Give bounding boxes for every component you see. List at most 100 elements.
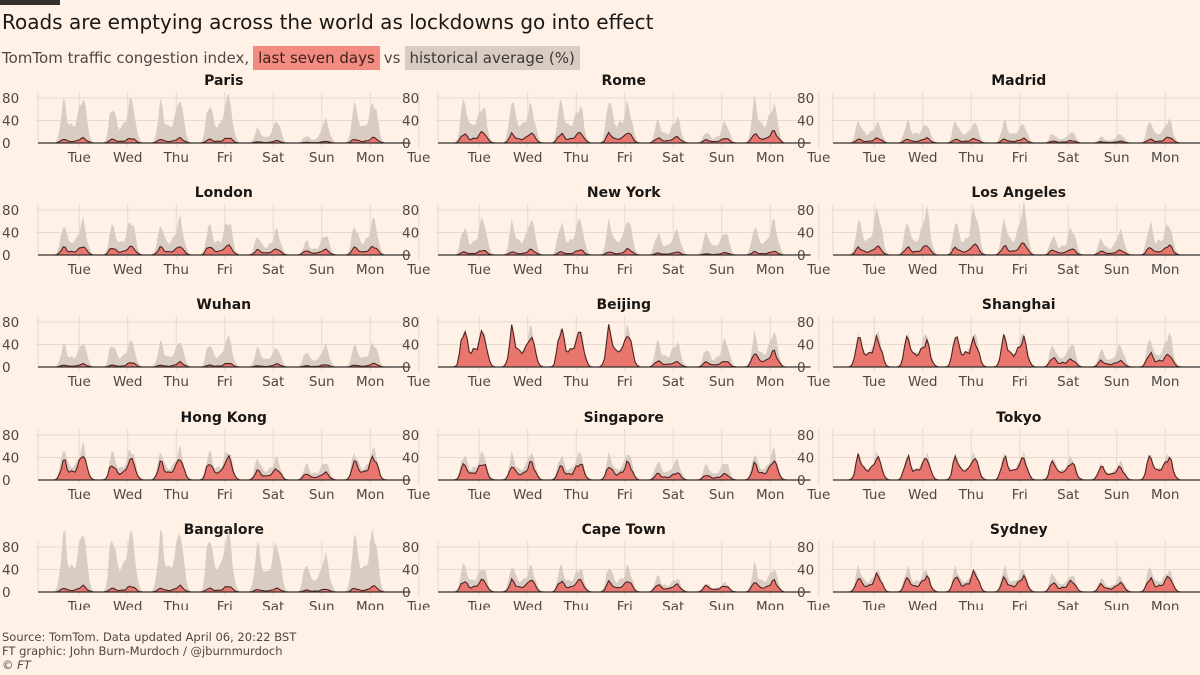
x-tick-label: Sat	[662, 150, 684, 166]
y-tick-label: 40	[797, 451, 814, 467]
x-tick-label: Tue	[67, 262, 91, 278]
historical-average-area	[47, 214, 387, 255]
y-tick-label: 80	[2, 203, 19, 219]
x-tick-label: Tue	[806, 599, 830, 610]
x-tick-label: Tue	[806, 150, 830, 166]
x-tick-label: Tue	[862, 599, 886, 610]
x-tick-label: Fri	[217, 374, 233, 390]
x-tick-label: Tue	[806, 262, 830, 278]
last-seven-days-area	[842, 137, 1182, 143]
y-tick-label: 0	[2, 360, 11, 376]
panel-title: Paris	[204, 73, 243, 89]
y-tick-label: 40	[2, 226, 19, 242]
x-tick-label: Tue	[806, 487, 830, 503]
y-tick-label: 0	[797, 136, 806, 152]
y-tick-label: 0	[402, 473, 411, 489]
x-tick-label: Fri	[217, 150, 233, 166]
panel-title: Rome	[602, 73, 646, 89]
x-tick-label: Fri	[617, 487, 633, 503]
y-tick-label: 0	[2, 248, 11, 264]
y-tick-label: 80	[2, 428, 19, 444]
x-tick-label: Wed	[113, 262, 142, 278]
x-tick-label: Sat	[262, 599, 284, 610]
historical-average-area	[447, 94, 787, 143]
x-tick-label: Tue	[467, 487, 491, 503]
x-tick-label: Thu	[958, 599, 984, 610]
chart-subtitle: TomTom traffic congestion index, last se…	[2, 46, 584, 70]
last-seven-days-area	[47, 244, 387, 255]
x-tick-label: Tue	[406, 487, 430, 503]
x-tick-label: Thu	[958, 262, 984, 278]
y-tick-label: 80	[2, 540, 19, 556]
y-tick-label: 40	[2, 338, 19, 354]
y-tick-label: 0	[797, 248, 806, 264]
panel-bangalore: Bangalore 0 40 80 Tue Wed Thu Fri Sat Sun Mon Tue	[2, 522, 430, 610]
x-tick-label: Mon	[356, 262, 384, 278]
y-tick-label: 0	[402, 585, 411, 601]
panel-title: Madrid	[991, 73, 1046, 89]
last-seven-days-area	[47, 137, 387, 143]
x-tick-label: Sat	[1057, 487, 1079, 503]
x-tick-label: Sun	[309, 374, 335, 390]
y-tick-label: 0	[2, 473, 11, 489]
x-tick-label: Tue	[406, 599, 430, 610]
x-tick-label: Thu	[163, 374, 189, 390]
panel-singapore: Singapore 0 40 80 Tue Wed Thu Fri Sat Sun Mon Tue	[402, 410, 830, 503]
historical-average-area	[447, 217, 787, 255]
x-tick-label: Mon	[1151, 150, 1179, 166]
y-tick-label: 80	[402, 91, 419, 107]
x-tick-label: Sat	[662, 487, 684, 503]
x-tick-label: Sat	[262, 374, 284, 390]
x-tick-label: Wed	[513, 374, 542, 390]
x-tick-label: Fri	[217, 599, 233, 610]
x-tick-label: Sun	[709, 599, 735, 610]
x-tick-label: Fri	[1012, 150, 1028, 166]
x-tick-label: Tue	[406, 262, 430, 278]
x-tick-label: Mon	[756, 487, 784, 503]
x-tick-label: Sun	[709, 487, 735, 503]
x-tick-label: Wed	[513, 262, 542, 278]
y-tick-label: 40	[797, 114, 814, 130]
x-tick-label: Thu	[163, 262, 189, 278]
panel-title: Wuhan	[196, 297, 251, 313]
x-tick-label: Mon	[356, 150, 384, 166]
y-tick-label: 0	[797, 360, 806, 376]
x-tick-label: Mon	[1151, 374, 1179, 390]
x-tick-label: Mon	[356, 487, 384, 503]
legend-recent: last seven days	[253, 46, 380, 70]
x-tick-label: Thu	[563, 150, 589, 166]
panel-title: Beijing	[596, 297, 651, 313]
x-tick-label: Thu	[958, 374, 984, 390]
panel-title: Bangalore	[184, 522, 264, 538]
x-tick-label: Thu	[163, 599, 189, 610]
x-tick-label: Sat	[1057, 599, 1079, 610]
x-tick-label: Wed	[513, 599, 542, 610]
x-tick-label: Wed	[908, 374, 937, 390]
historical-average-area	[842, 118, 1182, 143]
x-tick-label: Sun	[309, 150, 335, 166]
y-tick-label: 40	[797, 226, 814, 242]
x-tick-label: Thu	[163, 150, 189, 166]
panel-shanghai: Shanghai 0 40 80 Tue Wed Thu Fri Sat Sun Mon Tue	[797, 297, 1200, 390]
y-tick-label: 80	[402, 203, 419, 219]
last-seven-days-area	[842, 334, 1182, 367]
x-tick-label: Tue	[862, 374, 886, 390]
y-tick-label: 40	[402, 114, 419, 130]
x-tick-label: Mon	[756, 374, 784, 390]
panel-rome: Rome 0 40 80 Tue Wed Thu Fri Sat Sun Mon Tue	[402, 73, 830, 166]
x-tick-label: Sat	[662, 374, 684, 390]
x-tick-label: Mon	[1151, 487, 1179, 503]
x-tick-label: Mon	[356, 599, 384, 610]
y-tick-label: 80	[797, 91, 814, 107]
y-tick-label: 40	[797, 338, 814, 354]
x-tick-label: Fri	[617, 599, 633, 610]
last-seven-days-area	[842, 570, 1182, 592]
x-tick-label: Sun	[1104, 599, 1130, 610]
x-tick-label: Wed	[908, 487, 937, 503]
panel-title: Singapore	[584, 410, 664, 426]
x-tick-label: Wed	[908, 599, 937, 610]
panel-title: London	[195, 185, 253, 201]
x-tick-label: Tue	[467, 150, 491, 166]
panel-madrid: Madrid 0 40 80 Tue Wed Thu Fri Sat Sun Mon Tue	[797, 73, 1200, 166]
x-tick-label: Wed	[113, 487, 142, 503]
